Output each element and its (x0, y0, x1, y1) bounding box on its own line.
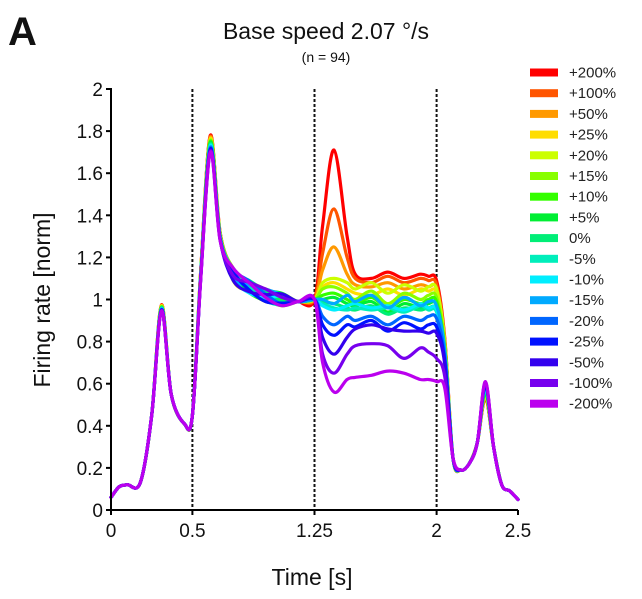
y-tick-label: 1.2 (77, 248, 103, 269)
y-tick-label: 1.8 (77, 122, 103, 143)
legend-label: -10% (569, 272, 604, 289)
x-tick-label: 0.5 (179, 521, 205, 542)
legend-swatch (530, 151, 558, 160)
series-line-minus200pct (109, 150, 520, 502)
legend-swatch (530, 68, 558, 77)
y-tick-label: 2 (92, 80, 103, 101)
legend-swatch (530, 399, 558, 408)
y-tick-label: 1.4 (77, 206, 104, 227)
x-tick-label: 0 (106, 521, 117, 542)
legend-swatch (530, 89, 558, 98)
y-tick-label: 0.6 (77, 375, 103, 396)
legend-label: +10% (569, 189, 608, 206)
chart-title: Base speed 2.07 °/s (222, 18, 430, 44)
legend-label: -20% (569, 313, 604, 330)
x-axis-title: Time [s] (272, 564, 353, 590)
y-tick-label: 1.6 (77, 164, 103, 185)
legend-swatch (530, 275, 558, 284)
series-lines (109, 133, 520, 502)
legend-swatch (530, 234, 558, 243)
legend-swatch (530, 109, 558, 118)
legend-label: +15% (569, 168, 608, 185)
y-tick-label: 0.4 (77, 417, 104, 438)
legend-swatch (530, 213, 558, 222)
legend-swatch (530, 192, 558, 201)
y-axis-title: Firing rate [norm] (29, 212, 55, 387)
legend-swatch (530, 358, 558, 367)
legend-label: -100% (569, 375, 612, 392)
legend-swatch (530, 379, 558, 387)
legend-swatch (530, 337, 558, 346)
legend-label: +50% (569, 106, 608, 123)
legend-swatch (530, 254, 558, 263)
legend: +200% +100% +50% +25% +20% +15% +10% +5% 0% -5% -1… (530, 65, 616, 413)
legend-swatch (530, 296, 558, 305)
legend-label: -5% (569, 251, 596, 268)
legend-label: -200% (569, 396, 612, 413)
axes: 0 0.2 0.4 0.6 0.8 1 1.2 1.4 1.6 1.8 2 0 0.5 1.25 2 2.5 (77, 80, 532, 542)
legend-swatch (530, 172, 558, 180)
y-tick-label: 1 (92, 291, 103, 312)
legend-label: +5% (569, 209, 599, 226)
legend-label: +25% (569, 127, 608, 144)
legend-label: +100% (569, 85, 616, 102)
legend-label: +200% (569, 65, 616, 82)
panel-label: A (8, 10, 37, 54)
x-tick-label: 2 (431, 521, 442, 542)
legend-swatch (530, 130, 558, 139)
y-tick-label: 0.2 (77, 459, 103, 480)
y-tick-label: 0 (92, 501, 103, 522)
legend-label: -25% (569, 334, 604, 351)
y-tick-label: 0.8 (77, 333, 103, 354)
x-tick-label: 1.25 (296, 521, 333, 542)
legend-label: 0% (569, 230, 591, 247)
chart-subtitle: (n = 94) (301, 49, 351, 65)
legend-swatch (530, 316, 558, 325)
legend-label: +20% (569, 147, 608, 164)
legend-label: -15% (569, 292, 604, 309)
x-tick-label: 2.5 (505, 521, 531, 542)
legend-label: -50% (569, 354, 604, 371)
